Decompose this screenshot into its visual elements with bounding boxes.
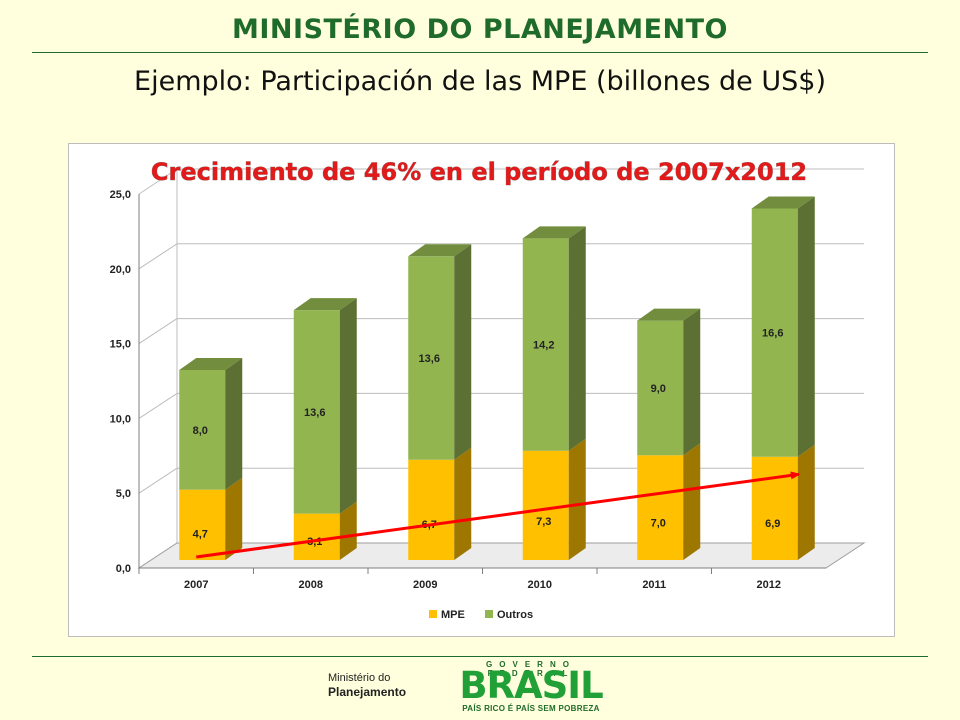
bar-side-outros-2012 [797,196,815,457]
footer-divider [32,656,928,657]
data-label-mpe-2010: 7,3 [536,516,551,528]
legend-label-mpe: MPE [441,609,465,621]
x-tick-label: 2007 [184,579,208,591]
data-label-outros-2010: 14,2 [533,340,554,352]
legend-swatch-mpe [429,610,437,618]
gridline-diagonal [138,467,178,494]
bar-mpe-2009 [408,459,455,560]
y-tick-label: 5,0 [116,488,131,500]
data-label-outros-2011: 9,0 [651,383,666,395]
chart-frame: 0,0 5,0 10,0 15,0 20,0 25,0 2007 2008 2009 2010 20… [68,143,895,637]
chart-annotation: Crecimiento de 46% en el período de 2007… [151,158,807,186]
header-divider [32,52,928,53]
bar-side-mpe-2007 [225,477,243,560]
bar-side-outros-2010 [568,226,586,451]
bar-top-2011 [637,308,701,321]
gov-logo-word: BRASIL [459,664,603,707]
bar-side-outros-2011 [683,308,701,456]
data-label-mpe-2011: 7,0 [651,517,666,529]
bar-side-outros-2007 [225,358,243,490]
data-label-outros-2007: 8,0 [193,425,208,437]
bar-side-outros-2009 [454,244,472,460]
y-tick-label: 0,0 [116,563,131,575]
gridline-diagonal [138,392,178,419]
data-label-outros-2009: 13,6 [419,353,440,365]
legend-swatch-outros [485,610,493,618]
ministry-footer-logo: Ministério do Planejamento [328,671,406,699]
bar-mpe-2011 [637,455,684,560]
bar-outros-2011 [637,320,684,456]
y-tick-label: 20,0 [110,264,131,276]
gridline-diagonal [138,168,178,195]
bar-side-mpe-2012 [797,444,815,560]
bar-side-outros-2008 [339,298,357,514]
data-label-outros-2012: 16,6 [762,328,783,340]
x-tick-label: 2010 [528,579,552,591]
bar-mpe-2008 [293,513,340,560]
trend-arrow [196,471,801,559]
bar-top-2010 [522,226,586,239]
data-label-mpe-2012: 6,9 [765,518,780,530]
bar-top-2009 [408,244,472,257]
bar-outros-2010 [522,238,569,451]
bar-side-mpe-2008 [339,501,357,560]
x-tick-label: 2011 [642,579,666,591]
bar-top-2008 [293,298,357,311]
y-tick-label: 10,0 [110,413,131,425]
bar-mpe-2007 [179,489,226,560]
ministry-footer-line1: Ministério do [328,672,391,684]
bar-outros-2009 [408,256,455,460]
x-tick-label: 2012 [757,579,781,591]
bar-mpe-2010 [522,450,569,560]
gov-logo-top: GOVERNO FEDERAL [486,660,576,678]
x-tick-label: 2008 [299,579,323,591]
x-tick-label: 2009 [413,579,437,591]
y-tick-label: 15,0 [110,339,131,351]
bar-side-mpe-2009 [454,447,472,560]
data-label-outros-2008: 13,6 [304,407,325,419]
ministry-title: MINISTÉRIO DO PLANEJAMENTO [232,14,728,45]
gridline-diagonal [138,243,178,270]
legend-label-outros: Outros [497,609,533,621]
ministry-footer-line2: Planejamento [328,685,407,699]
bar-outros-2012 [751,208,798,457]
gov-federal-logo: GOVERNO FEDERAL BRASIL PAÍS RICO É PAÍS … [448,660,614,714]
bar-outros-2007 [179,370,226,490]
gridline-diagonal [138,318,178,345]
bar-outros-2008 [293,310,340,514]
bar-chart: 0,0 5,0 10,0 15,0 20,0 25,0 2007 2008 2009 2010 20… [110,158,866,621]
y-tick-label: 25,0 [110,189,131,201]
bar-top-2007 [179,358,243,371]
bar-top-2012 [751,196,815,209]
data-label-mpe-2007: 4,7 [193,529,208,541]
bar-side-mpe-2010 [568,438,586,560]
slide-title: Ejemplo: Participación de las MPE (billo… [134,66,826,97]
gov-logo-slogan: PAÍS RICO É PAÍS SEM POBREZA [462,704,600,713]
bar-side-mpe-2011 [683,443,701,560]
bar-mpe-2012 [751,456,798,560]
